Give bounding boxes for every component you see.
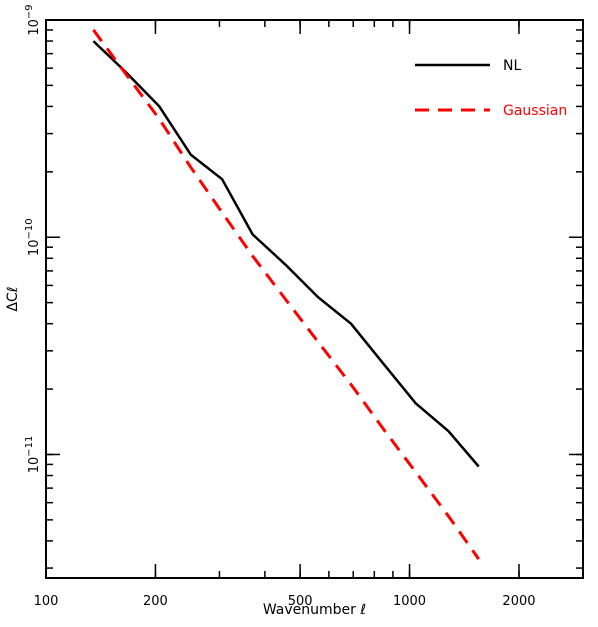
y-tick-label: 10−11 xyxy=(24,436,42,474)
legend-label-nl: NL xyxy=(503,58,521,74)
tick-labels: 100 200 500 1000 2000 10−11 10−10 10−9 xyxy=(24,4,536,609)
axis-ticks xyxy=(45,19,584,578)
svg-text:10−9: 10−9 xyxy=(24,4,42,35)
series-lines xyxy=(92,29,480,560)
x-tick-label: 500 xyxy=(288,594,313,609)
x-tick-label: 2000 xyxy=(502,594,535,609)
legend-label-gaussian: Gaussian xyxy=(503,103,567,119)
x-tick-label: 100 xyxy=(34,594,59,609)
y-tick-label: 10−10 xyxy=(24,218,42,256)
x-axis-title: Wavenumber ℓ xyxy=(263,602,366,618)
svg-text:10−10: 10−10 xyxy=(24,218,42,256)
series-line-nl xyxy=(92,40,480,468)
plot-frame xyxy=(45,19,584,579)
series-line-gaussian xyxy=(92,29,480,560)
legend: NL Gaussian xyxy=(415,58,567,119)
y-tick-label: 10−9 xyxy=(24,4,42,35)
x-tick-label: 200 xyxy=(143,594,168,609)
y-axis-title: ΔCℓ xyxy=(5,286,21,311)
svg-text:10−11: 10−11 xyxy=(24,436,42,474)
x-tick-label: 1000 xyxy=(393,594,426,609)
